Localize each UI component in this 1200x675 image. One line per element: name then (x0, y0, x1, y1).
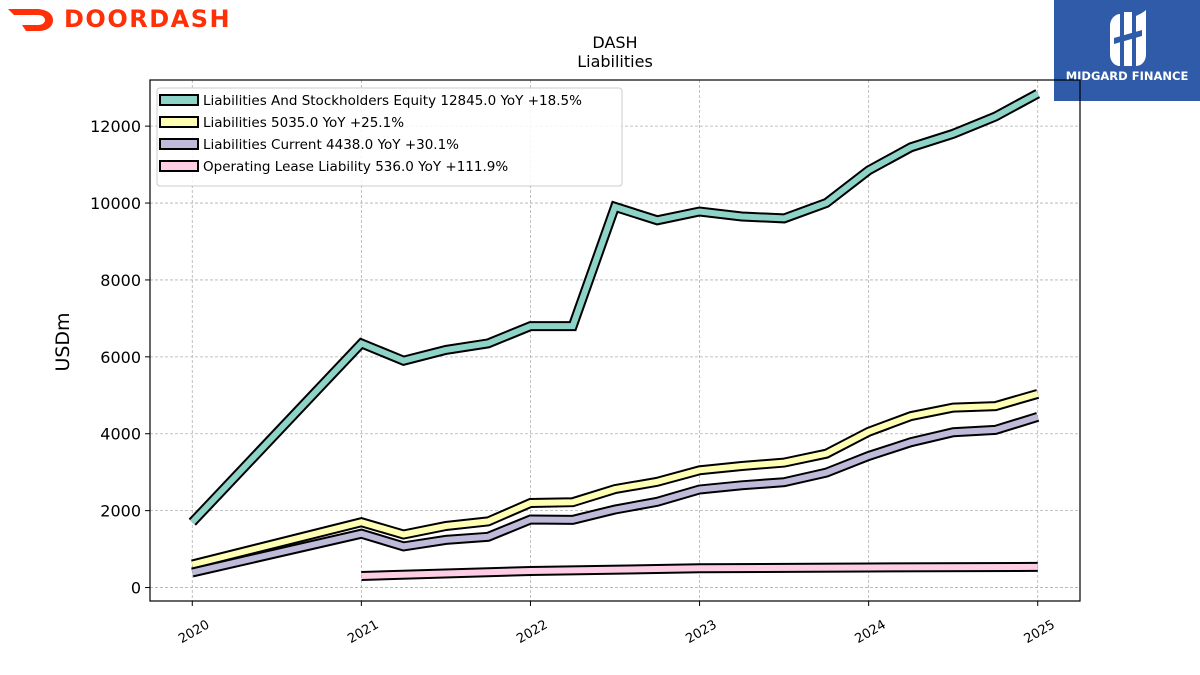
y-axis-label: USDm (52, 312, 74, 371)
series-line (191, 391, 1039, 568)
y-tick-label: 12000 (90, 117, 141, 136)
series-liabilities-current (191, 412, 1040, 578)
series-liabilities-and-stockholders-equity (188, 89, 1041, 526)
y-tick-label: 2000 (100, 502, 141, 521)
midgard-mark-icon (1110, 10, 1146, 66)
series-line (191, 414, 1039, 576)
series-lines (188, 89, 1041, 581)
legend-label: Operating Lease Liability 536.0 YoY +111… (203, 159, 508, 175)
x-tick-label: 2023 (683, 617, 719, 647)
x-tick-label: 2021 (345, 617, 381, 647)
legend-swatch (159, 160, 199, 172)
legend-label: Liabilities And Stockholders Equity 1284… (203, 93, 582, 109)
legend-swatch (159, 138, 199, 150)
y-tick-label: 8000 (100, 271, 141, 290)
series-liabilities (191, 389, 1040, 570)
doordash-wordmark: DOORDASH (64, 5, 232, 33)
chart-title: DASH (592, 33, 637, 52)
legend-box (156, 87, 623, 187)
midgard-wordmark: MIDGARD FINANCE (1065, 69, 1189, 83)
legend-swatch (159, 116, 199, 128)
doordash-dash-icon (8, 9, 53, 31)
y-tick-label: 0 (131, 579, 141, 598)
midgard-finance-logo: MIDGARD FINANCE (1054, 0, 1200, 101)
legend-label: Liabilities 5035.0 YoY +25.1% (203, 115, 404, 131)
series-operating-lease-liability (361, 561, 1038, 581)
series-line (361, 563, 1038, 579)
legend-label: Liabilities Current 4438.0 YoY +30.1% (203, 137, 459, 153)
x-tick-label: 2020 (176, 617, 212, 647)
chart-subtitle: Liabilities (577, 52, 653, 71)
plot-frame (149, 79, 1081, 602)
legend-swatch (159, 94, 199, 106)
y-tick-label: 6000 (100, 348, 141, 367)
y-tick-label: 4000 (100, 425, 141, 444)
doordash-logo: DOORDASH (6, 4, 231, 34)
legend: Liabilities And Stockholders Equity 1284… (156, 87, 623, 187)
x-tick-label: 2024 (852, 617, 888, 647)
x-tick-label: 2025 (1022, 617, 1058, 647)
x-tick-label: 2022 (514, 617, 550, 647)
y-tick-label: 10000 (90, 194, 141, 213)
series-line (190, 90, 1040, 525)
